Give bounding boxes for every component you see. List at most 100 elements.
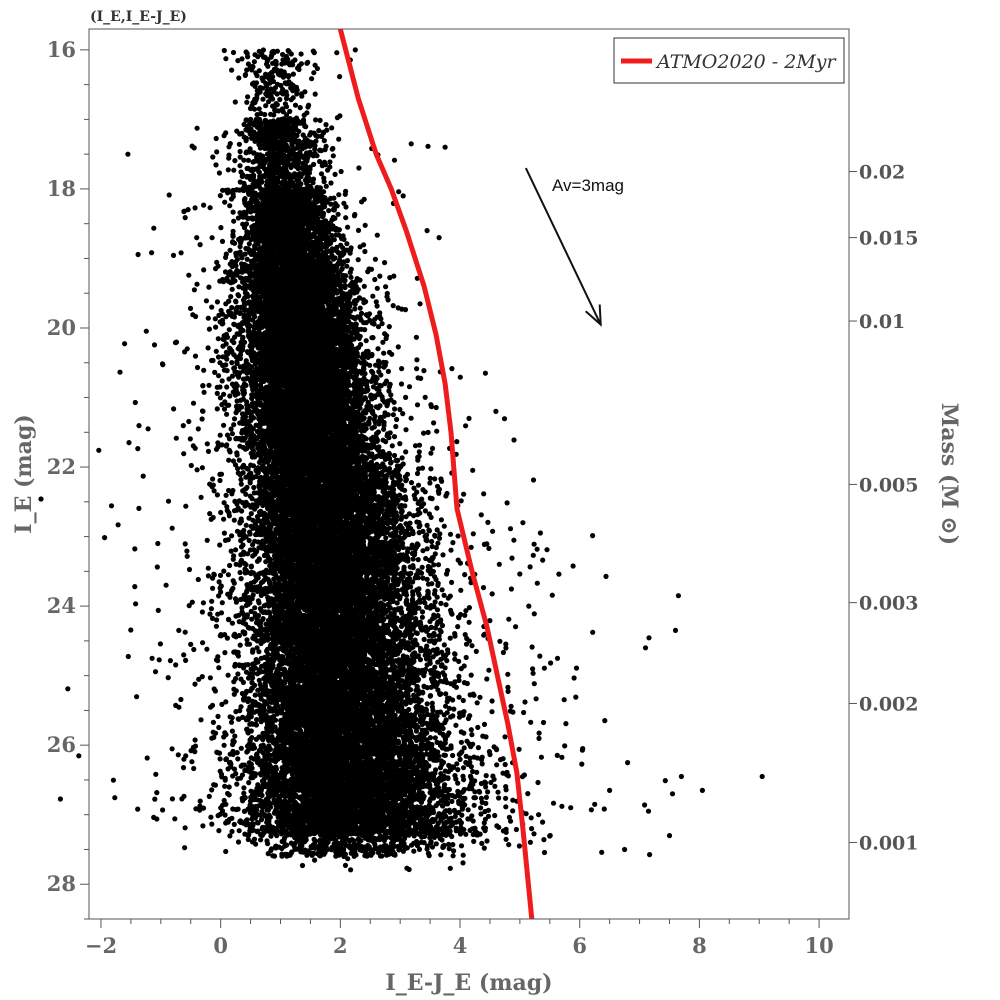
scatter-point bbox=[471, 802, 477, 808]
scatter-point bbox=[438, 852, 444, 858]
scatter-point bbox=[132, 546, 138, 552]
scatter-point bbox=[433, 404, 439, 411]
scatter-point bbox=[458, 739, 464, 745]
scatter-point bbox=[260, 96, 266, 102]
scatter-point bbox=[233, 298, 239, 304]
scatter-point bbox=[646, 635, 652, 641]
scatter-point bbox=[414, 402, 421, 408]
scatter-point bbox=[229, 360, 235, 366]
scatter-point bbox=[323, 122, 329, 128]
scatter-point bbox=[414, 357, 420, 363]
scatter-point bbox=[536, 812, 542, 818]
scatter-point bbox=[227, 203, 233, 209]
scatter-point bbox=[556, 571, 562, 577]
scatter-points bbox=[38, 47, 765, 873]
scatter-point bbox=[425, 143, 431, 149]
scatter-point bbox=[244, 99, 250, 105]
scatter-point bbox=[157, 641, 163, 647]
scatter-point bbox=[256, 106, 262, 112]
scatter-point bbox=[217, 193, 223, 199]
scatter-point bbox=[458, 666, 464, 672]
scatter-point bbox=[222, 650, 228, 656]
scatter-point bbox=[505, 688, 511, 695]
scatter-point bbox=[527, 564, 533, 570]
scatter-point bbox=[209, 235, 215, 241]
scatter-point bbox=[418, 375, 424, 381]
scatter-point bbox=[57, 796, 64, 802]
scatter-point bbox=[408, 141, 414, 147]
scatter-point bbox=[224, 411, 230, 417]
scatter-point bbox=[513, 624, 519, 630]
scatter-point bbox=[382, 410, 388, 416]
scatter-point bbox=[438, 600, 444, 607]
scatter-point bbox=[492, 783, 498, 789]
scatter-point bbox=[419, 609, 426, 615]
scatter-point bbox=[414, 470, 421, 477]
scatter-point bbox=[544, 547, 550, 553]
scatter-point bbox=[531, 541, 537, 547]
scatter-point bbox=[453, 722, 459, 728]
scatter-point bbox=[504, 500, 510, 506]
scatter-point bbox=[200, 823, 206, 829]
scatter-point bbox=[76, 753, 82, 759]
scatter-point bbox=[496, 795, 502, 801]
scatter-point bbox=[530, 552, 536, 558]
scatter-point bbox=[251, 59, 257, 65]
scatter-point bbox=[534, 580, 540, 586]
scatter-point bbox=[221, 742, 227, 748]
scatter-point bbox=[151, 814, 157, 821]
scatter-point bbox=[112, 795, 118, 801]
scatter-point bbox=[254, 717, 260, 723]
scatter-point bbox=[460, 697, 466, 704]
scatter-point bbox=[182, 541, 188, 547]
scatter-point bbox=[508, 586, 514, 592]
scatter-point bbox=[214, 492, 220, 498]
scatter-point-group bbox=[38, 47, 765, 873]
scatter-point bbox=[115, 522, 121, 528]
scatter-point bbox=[408, 480, 415, 486]
scatter-point bbox=[204, 441, 210, 447]
scatter-point bbox=[447, 635, 453, 641]
scatter-point bbox=[170, 252, 177, 258]
scatter-point bbox=[391, 157, 398, 163]
scatter-point bbox=[199, 609, 205, 615]
scatter-point bbox=[530, 477, 537, 483]
scatter-point bbox=[390, 412, 396, 418]
scatter-point bbox=[252, 692, 258, 698]
scatter-point bbox=[188, 462, 194, 469]
scatter-point bbox=[287, 108, 293, 114]
scatter-point bbox=[236, 75, 242, 81]
scatter-point bbox=[348, 867, 354, 873]
scatter-point bbox=[144, 755, 150, 761]
scatter-point bbox=[550, 800, 557, 806]
scatter-point bbox=[345, 224, 351, 230]
scatter-point bbox=[554, 752, 560, 759]
scatter-point bbox=[383, 535, 389, 541]
scatter-point bbox=[458, 587, 464, 593]
scatter-point bbox=[271, 853, 278, 859]
scatter-point bbox=[238, 576, 244, 582]
scatter-point bbox=[126, 440, 132, 446]
scatter-point bbox=[357, 305, 363, 311]
scatter-point bbox=[149, 250, 155, 256]
scatter-point bbox=[394, 416, 400, 423]
scatter-point bbox=[374, 303, 380, 309]
plot-id-label: (I_E,I_E-J_E) bbox=[90, 9, 187, 25]
scatter-point bbox=[180, 765, 187, 771]
scatter-point bbox=[214, 299, 220, 305]
scatter-point bbox=[513, 826, 520, 833]
scatter-point bbox=[415, 482, 422, 488]
scatter-point bbox=[209, 787, 215, 793]
scatter-point bbox=[229, 828, 235, 835]
scatter-point bbox=[229, 431, 235, 437]
scatter-point bbox=[450, 752, 456, 759]
scatter-point bbox=[209, 821, 215, 827]
scatter-point bbox=[200, 640, 206, 646]
scatter-point bbox=[313, 117, 319, 123]
scatter-point bbox=[503, 804, 509, 810]
scatter-point bbox=[212, 316, 218, 322]
scatter-point bbox=[231, 821, 237, 828]
scatter-point bbox=[492, 812, 498, 819]
scatter-point bbox=[460, 860, 466, 866]
scatter-point bbox=[455, 624, 461, 630]
